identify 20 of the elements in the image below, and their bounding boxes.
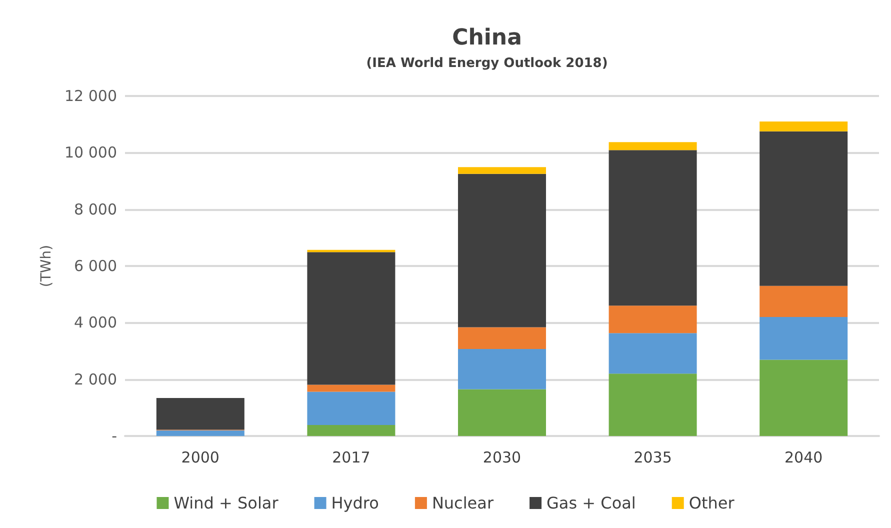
legend-label: Hydro: [331, 494, 379, 512]
y-tick-label: -: [112, 427, 117, 445]
y-axis-title: (TWh): [38, 244, 55, 288]
y-tick-label: 12 000: [64, 87, 117, 105]
x-tick-label: 2017: [332, 448, 370, 466]
y-tick-label: 4 000: [74, 314, 117, 332]
y-tick-label: 8 000: [74, 200, 117, 218]
legend-label: Other: [688, 494, 735, 512]
y-tick-label: 6 000: [74, 257, 117, 275]
chart-subtitle: (IEA World Energy Outlook 2018): [366, 56, 608, 71]
y-tick-label: 2 000: [74, 370, 117, 388]
legend-label: Gas + Coal: [546, 494, 636, 512]
legend-label: Wind + Solar: [174, 494, 279, 512]
chart-title: China: [452, 26, 522, 50]
legend-label: Nuclear: [432, 494, 494, 512]
y-tick-label: 10 000: [64, 144, 117, 162]
x-tick-label: 2035: [634, 448, 672, 466]
x-tick-label: 2030: [482, 448, 522, 466]
x-tick-label: 2000: [181, 448, 220, 466]
x-tick-label: 2040: [784, 448, 823, 466]
